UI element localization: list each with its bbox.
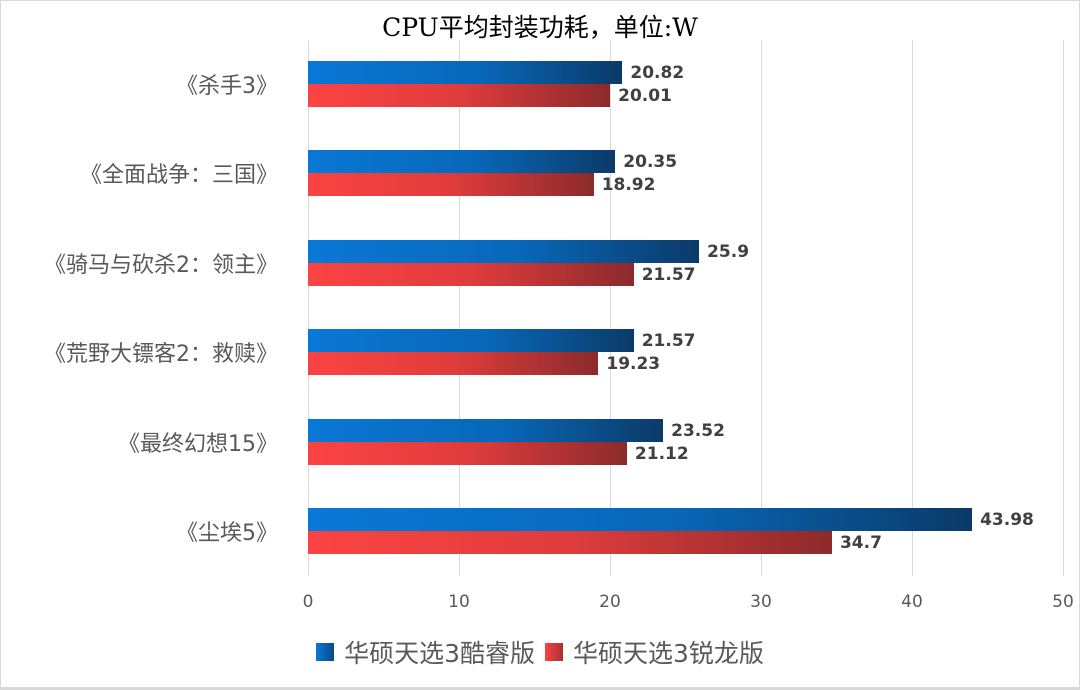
bar-intel[interactable] xyxy=(308,239,700,263)
x-tick: 40 xyxy=(901,592,923,612)
data-label: 20.82 xyxy=(630,63,685,83)
gridline-40 xyxy=(912,40,913,576)
gridline-20 xyxy=(610,40,611,576)
data-label: 25.9 xyxy=(707,241,750,262)
bar-amd[interactable] xyxy=(308,441,627,465)
bar-amd[interactable] xyxy=(308,352,599,376)
bar-intel[interactable] xyxy=(308,61,623,84)
data-label: 20.35 xyxy=(623,152,678,173)
bar-intel[interactable] xyxy=(308,508,973,531)
legend-swatch-blue-icon xyxy=(316,643,335,661)
data-label: 21.57 xyxy=(641,331,696,352)
legend-label: 华硕天选3酷睿版 xyxy=(344,639,535,668)
gridline-50 xyxy=(1063,40,1064,576)
gridline-10 xyxy=(459,40,460,576)
category-label: 《全面战争：三国》 xyxy=(79,163,278,189)
bar-amd[interactable] xyxy=(308,84,611,107)
category-label: 《尘埃5》 xyxy=(176,521,278,546)
plot-area: 20.82 20.01 20.35 18.92 25.9 21.57 21.57 19.23 2… xyxy=(308,40,1064,576)
legend-swatch-red-icon xyxy=(545,643,563,661)
legend-item-intel[interactable]: 华硕天选3酷睿版 xyxy=(316,634,535,670)
legend-label: 华硕天选3锐龙版 xyxy=(573,639,764,668)
data-label: 21.57 xyxy=(641,264,696,285)
x-tick: 30 xyxy=(750,592,772,612)
x-tick: 10 xyxy=(448,592,470,612)
legend-item-amd[interactable]: 华硕天选3锐龙版 xyxy=(545,634,764,670)
bar-intel[interactable] xyxy=(308,418,664,442)
category-label: 《荒野大镖客2：救赎》 xyxy=(44,342,278,368)
x-tick: 50 xyxy=(1052,592,1074,612)
data-label: 43.98 xyxy=(980,510,1034,530)
data-label: 34.7 xyxy=(839,533,882,553)
gridline-30 xyxy=(761,40,762,576)
category-label: 《最终幻想15》 xyxy=(118,431,278,457)
bar-intel[interactable] xyxy=(308,329,634,353)
category-label: 《骑马与砍杀2：领主》 xyxy=(44,252,278,278)
bar-amd[interactable] xyxy=(308,173,594,197)
bar-amd[interactable] xyxy=(308,531,832,554)
bar-intel[interactable] xyxy=(308,150,616,174)
category-label: 《杀手3》 xyxy=(176,74,278,99)
data-label: 23.52 xyxy=(671,420,725,441)
legend: 华硕天选3酷睿版 华硕天选3锐龙版 xyxy=(0,634,1080,670)
bar-amd[interactable] xyxy=(308,262,634,286)
data-label: 21.12 xyxy=(634,443,689,464)
x-tick: 20 xyxy=(599,592,621,612)
data-label: 20.01 xyxy=(618,86,672,106)
chart-title: CPU平均封装功耗，单位:W xyxy=(382,13,698,42)
data-label: 18.92 xyxy=(601,175,656,196)
data-label: 19.23 xyxy=(606,354,661,375)
gridline-0 xyxy=(308,40,309,576)
x-tick: 0 xyxy=(302,592,314,612)
